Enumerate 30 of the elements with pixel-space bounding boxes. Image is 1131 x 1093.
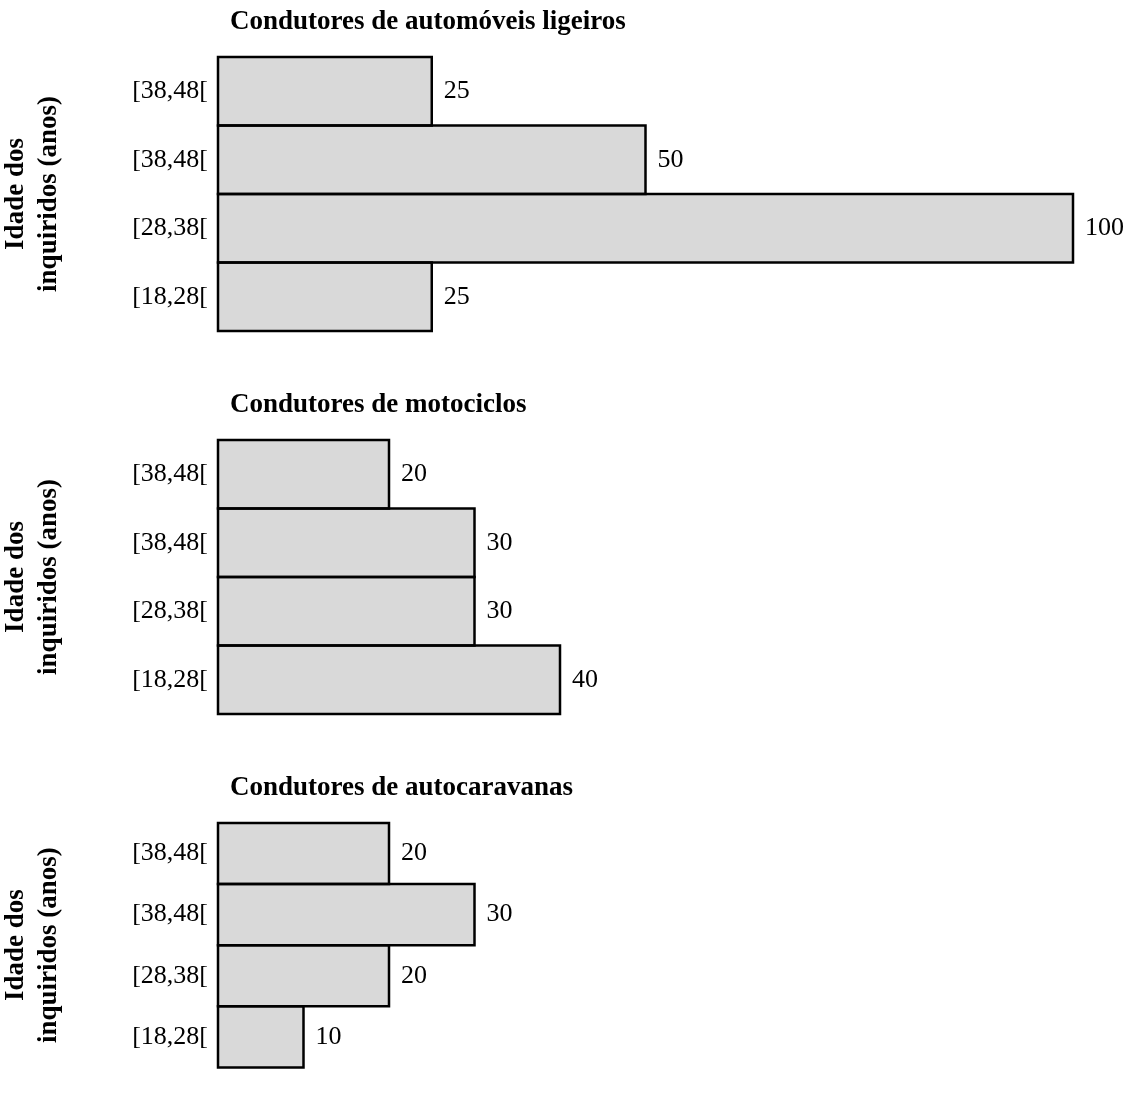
chart-title: Condutores de automóveis ligeiros [230, 4, 626, 35]
data-label: 25 [443, 75, 470, 105]
y-tick-label: [28,38[ [132, 212, 208, 242]
data-label: 30 [486, 526, 513, 556]
data-label: 20 [401, 458, 427, 488]
y-tick-label: [38,48[ [132, 898, 208, 928]
y-tick-label: [18,28[ [132, 1020, 208, 1050]
y-axis-title: Idade dos inquiridos (anos) [0, 479, 62, 675]
data-label: 10 [315, 1020, 342, 1050]
chart-title: Condutores de autocaravanas [230, 770, 574, 801]
data-label: 30 [486, 898, 513, 928]
y-tick-label: [18,28[ [132, 663, 208, 693]
y-tick-label: [28,38[ [132, 595, 208, 625]
y-tick-label: [38,48[ [132, 526, 208, 556]
data-label: 20 [401, 959, 427, 989]
chart-title: Condutores de motociclos [230, 387, 527, 418]
data-label: 30 [486, 595, 513, 625]
y-axis-title: Idade dos inquiridos (anos) [0, 847, 62, 1044]
y-tick-label: [38,48[ [132, 837, 208, 867]
y-tick-label: [18,28[ [132, 280, 208, 310]
y-tick-label: [38,48[ [132, 143, 208, 173]
data-label: 25 [443, 280, 470, 310]
data-label: 40 [572, 663, 598, 693]
y-axis-title: Idade dos inquiridos (anos) [0, 96, 62, 292]
data-label: 100 [1085, 212, 1124, 242]
y-tick-label: [38,48[ [132, 458, 208, 488]
y-tick-label: [38,48[ [132, 75, 208, 105]
y-tick-label: [28,38[ [132, 959, 208, 989]
data-label: 20 [401, 837, 427, 867]
data-label: 50 [657, 143, 684, 173]
